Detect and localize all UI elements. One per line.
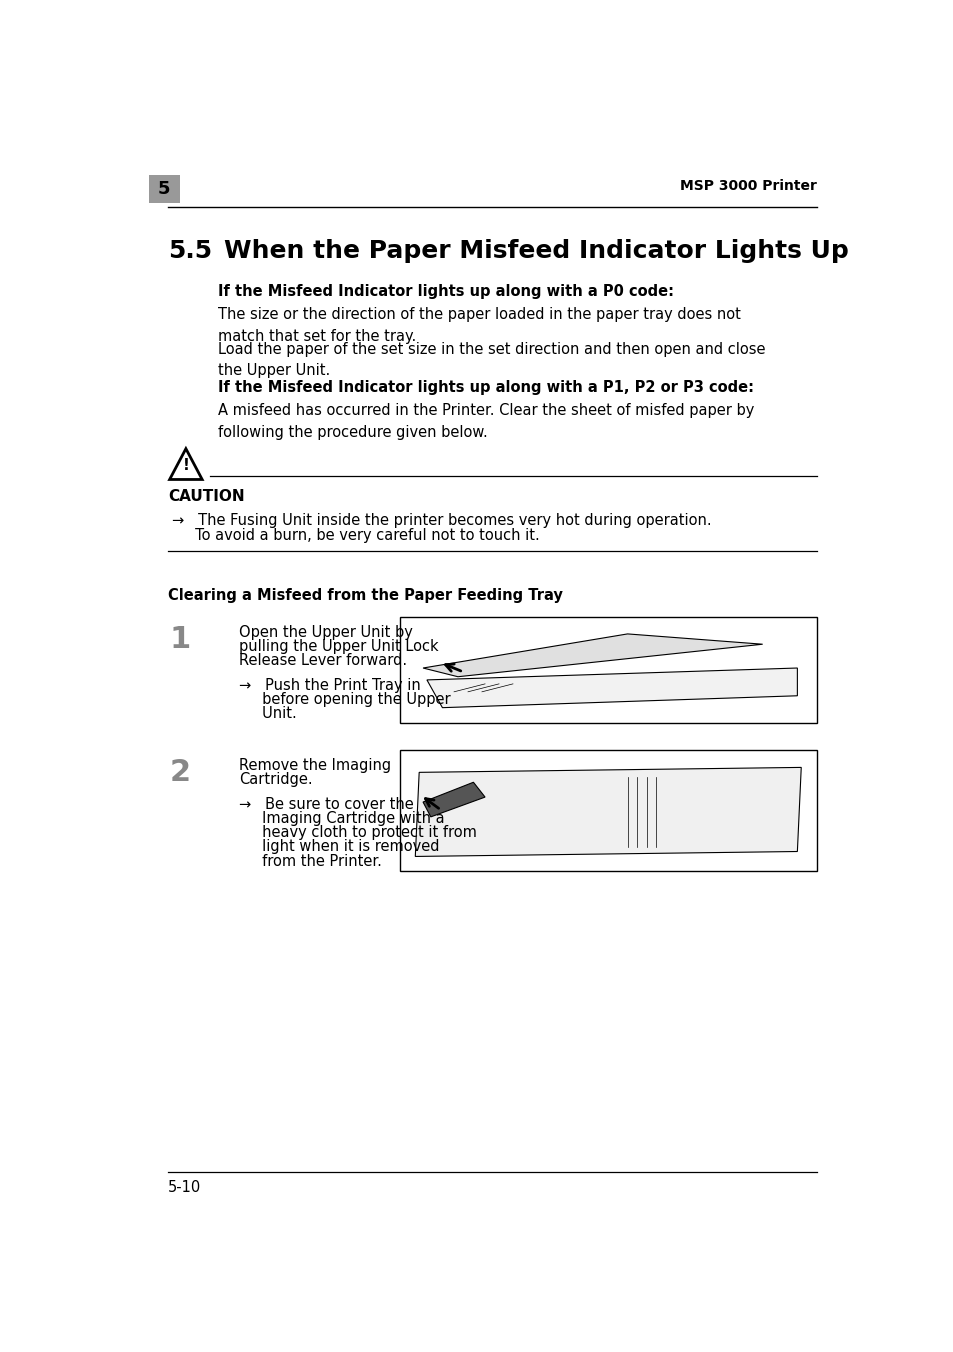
Text: Cartridge.: Cartridge. <box>239 772 313 787</box>
Text: Release Lever forward.: Release Lever forward. <box>239 653 407 668</box>
Bar <box>399 617 816 723</box>
Text: When the Paper Misfeed Indicator Lights Up: When the Paper Misfeed Indicator Lights … <box>224 239 848 264</box>
Text: Open the Upper Unit by: Open the Upper Unit by <box>239 625 413 639</box>
Polygon shape <box>427 668 797 707</box>
Text: light when it is removed: light when it is removed <box>239 840 439 854</box>
Polygon shape <box>422 783 484 817</box>
Text: A misfeed has occurred in the Printer. Clear the sheet of misfed paper by
follow: A misfeed has occurred in the Printer. C… <box>218 403 754 439</box>
Text: !: ! <box>182 458 189 473</box>
Text: →   The Fusing Unit inside the printer becomes very hot during operation.: → The Fusing Unit inside the printer bec… <box>172 512 711 527</box>
Bar <box>399 750 816 871</box>
Text: before opening the Upper: before opening the Upper <box>239 692 451 707</box>
Text: heavy cloth to protect it from: heavy cloth to protect it from <box>239 825 476 840</box>
Polygon shape <box>422 634 761 677</box>
Text: Load the paper of the set size in the set direction and then open and close
the : Load the paper of the set size in the se… <box>218 342 765 379</box>
Text: Unit.: Unit. <box>239 706 296 721</box>
Text: Remove the Imaging: Remove the Imaging <box>239 758 391 773</box>
Text: 1: 1 <box>170 625 191 653</box>
Text: pulling the Upper Unit Lock: pulling the Upper Unit Lock <box>239 639 438 654</box>
Text: If the Misfeed Indicator lights up along with a P1, P2 or P3 code:: If the Misfeed Indicator lights up along… <box>218 380 754 395</box>
Text: 5: 5 <box>158 180 171 199</box>
Text: →   Push the Print Tray in: → Push the Print Tray in <box>239 677 420 692</box>
Text: 5-10: 5-10 <box>168 1180 201 1195</box>
Text: MSP 3000 Printer: MSP 3000 Printer <box>679 178 816 193</box>
Text: Clearing a Misfeed from the Paper Feeding Tray: Clearing a Misfeed from the Paper Feedin… <box>168 588 562 603</box>
Text: 2: 2 <box>170 758 191 787</box>
Text: from the Printer.: from the Printer. <box>239 853 382 869</box>
Text: If the Misfeed Indicator lights up along with a P0 code:: If the Misfeed Indicator lights up along… <box>218 284 674 299</box>
Polygon shape <box>415 768 801 856</box>
Text: 5.5: 5.5 <box>168 239 212 264</box>
Text: To avoid a burn, be very careful not to touch it.: To avoid a burn, be very careful not to … <box>172 527 539 542</box>
Bar <box>149 176 179 203</box>
Text: CAUTION: CAUTION <box>168 489 244 504</box>
Text: The size or the direction of the paper loaded in the paper tray does not
match t: The size or the direction of the paper l… <box>218 307 740 343</box>
Text: →   Be sure to cover the: → Be sure to cover the <box>239 796 414 811</box>
Text: Imaging Cartridge with a: Imaging Cartridge with a <box>239 811 444 826</box>
